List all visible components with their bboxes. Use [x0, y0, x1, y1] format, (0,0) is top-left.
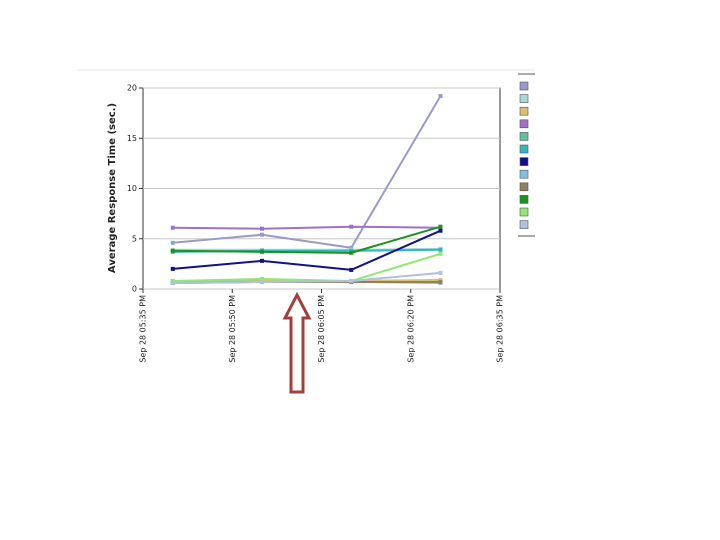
series-line [172, 229, 441, 271]
legend-swatch [519, 119, 529, 129]
legend-swatch [519, 207, 529, 217]
x-tick-label: Sep 28 05:50 PM [228, 295, 237, 363]
legend-swatch [519, 106, 529, 116]
point [170, 266, 175, 271]
point [170, 240, 175, 245]
point [438, 270, 443, 275]
series-line [172, 271, 441, 284]
x-tick-label: Sep 28 05:35 PM [139, 295, 148, 363]
point [170, 278, 175, 283]
series-line [172, 95, 442, 249]
point [438, 224, 443, 229]
arrow [282, 291, 312, 394]
point [260, 249, 264, 254]
point [260, 276, 264, 281]
y-tick-label: 20 [127, 84, 137, 93]
point [170, 248, 175, 253]
point [260, 279, 264, 284]
point [260, 226, 264, 231]
point [438, 94, 443, 99]
legend-swatch [519, 81, 529, 91]
point [438, 277, 443, 282]
point [438, 251, 443, 256]
point [438, 247, 443, 252]
point [349, 250, 354, 255]
legend-swatch [519, 144, 529, 154]
point [438, 279, 443, 284]
x-tick-label: Sep 28 06:35 PM [496, 295, 505, 363]
point [349, 248, 354, 253]
point [349, 267, 354, 272]
x-tick-label: Sep 28 06:20 PM [406, 295, 415, 363]
point [170, 280, 175, 285]
y-axis-title: Average Response Time (sec.) [107, 103, 118, 273]
point [438, 228, 443, 233]
y-tick-label: 10 [127, 184, 137, 193]
legend-swatch [519, 157, 529, 166]
y-tick-label: 15 [127, 134, 137, 143]
point [260, 258, 264, 263]
legend-swatch [519, 220, 529, 229]
y-tick-label: 0 [132, 285, 137, 294]
y-tick-label: 5 [132, 234, 137, 243]
x-tick-label: Sep 28 06:05 PM [317, 295, 326, 363]
point [349, 245, 354, 250]
point [349, 278, 354, 283]
point [170, 225, 175, 230]
point [260, 232, 264, 237]
legend-swatch [519, 169, 529, 179]
legend-swatch [519, 132, 529, 141]
series-line [172, 252, 441, 282]
point [349, 224, 354, 229]
legend-swatch [519, 182, 529, 192]
series-line [172, 225, 441, 254]
legend-swatch [519, 195, 529, 204]
series-line [172, 225, 441, 230]
legend-swatch [519, 94, 529, 103]
